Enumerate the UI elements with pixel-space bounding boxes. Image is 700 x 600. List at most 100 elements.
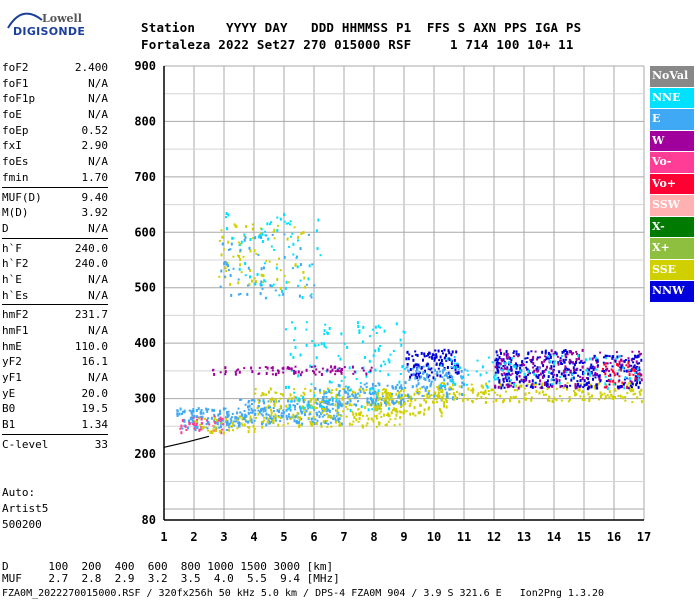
echo-point [382, 360, 385, 363]
echo-point [436, 373, 439, 377]
echo-point [325, 399, 328, 403]
echo-point [385, 402, 388, 404]
echo-point [564, 353, 567, 356]
echo-point [448, 387, 451, 391]
plot-grid [163, 65, 645, 520]
echo-point [470, 389, 473, 392]
echo-point [213, 417, 216, 421]
echo-point [281, 289, 283, 293]
echo-point [277, 371, 280, 374]
echo-point [346, 388, 349, 392]
echo-point [437, 367, 440, 370]
echo-point [227, 410, 230, 413]
echo-point [286, 237, 289, 241]
echo-point [525, 361, 528, 364]
echo-point [418, 366, 421, 369]
echo-point [384, 391, 386, 394]
echo-point [181, 427, 184, 430]
echo-point [566, 353, 569, 356]
echo-point [561, 362, 563, 365]
echo-point [443, 349, 446, 352]
echo-point [388, 399, 391, 402]
echo-point [547, 375, 550, 379]
echo-point [620, 358, 623, 362]
echo-point [266, 222, 269, 226]
echo-point [340, 422, 343, 426]
echo-point [309, 411, 312, 415]
file-footer: FZA0M_2022270015000.RSF / 320fx256h 50 k… [2, 588, 605, 599]
echo-point [349, 388, 352, 392]
x-tick-label: 8 [370, 530, 377, 544]
echo-point [352, 420, 355, 423]
echo-point [616, 385, 619, 389]
echo-point [637, 385, 640, 389]
echo-point [287, 222, 290, 225]
param-name: foE [2, 108, 22, 122]
echo-point [239, 398, 242, 401]
echo-point [627, 382, 630, 385]
echo-point [321, 409, 324, 413]
echo-point [535, 374, 538, 378]
echo-point [512, 355, 515, 358]
echo-point [409, 402, 412, 406]
echo-point [515, 352, 518, 356]
echo-point [244, 274, 247, 277]
echo-point [635, 371, 638, 375]
param-row: foEs N/A [2, 154, 108, 170]
echo-point [577, 389, 580, 392]
echo-point [567, 400, 570, 403]
echo-point [359, 390, 362, 394]
echo-point [348, 422, 351, 426]
echo-point [267, 417, 270, 420]
echo-point [637, 378, 640, 382]
echo-point [225, 262, 228, 266]
echo-point [217, 413, 220, 416]
echo-point [294, 326, 297, 330]
echo-point [234, 416, 237, 420]
echo-point [441, 376, 444, 379]
echo-point [219, 371, 222, 374]
echo-point [626, 392, 629, 395]
echo-point [261, 232, 264, 236]
echo-point [191, 414, 194, 417]
echo-point [336, 369, 339, 372]
echo-point [625, 377, 628, 380]
echo-point [293, 388, 296, 391]
echo-point [457, 368, 460, 371]
echo-point [532, 362, 535, 365]
echo-point [440, 382, 443, 384]
echo-point [626, 384, 629, 388]
echo-point [324, 401, 327, 405]
echo-point [548, 383, 551, 386]
echo-point [615, 351, 618, 354]
echo-point [561, 385, 564, 388]
echo-point [251, 409, 254, 413]
echo-point [630, 358, 633, 362]
echo-point [617, 394, 620, 397]
echo-point [399, 338, 402, 342]
param-row: D N/A [2, 221, 108, 237]
echo-point [444, 388, 447, 391]
echo-point [317, 218, 320, 222]
echo-point [279, 269, 282, 272]
echo-point [387, 373, 390, 377]
echo-point [249, 269, 252, 272]
echo-point [347, 392, 350, 396]
echo-point [330, 381, 333, 384]
echo-point [408, 405, 411, 408]
echo-point [221, 242, 224, 246]
echo-point [541, 382, 544, 385]
echo-point [288, 397, 291, 400]
echo-point [294, 408, 297, 411]
echo-point [325, 406, 328, 409]
echo-point [271, 417, 274, 421]
echo-point [499, 362, 502, 366]
echo-point [202, 426, 205, 430]
echo-point [624, 396, 627, 398]
echo-point [323, 329, 326, 333]
echo-point [240, 240, 243, 244]
echo-point [501, 374, 504, 377]
echo-point [258, 234, 261, 236]
echo-point [455, 366, 458, 370]
echo-point [543, 393, 545, 396]
